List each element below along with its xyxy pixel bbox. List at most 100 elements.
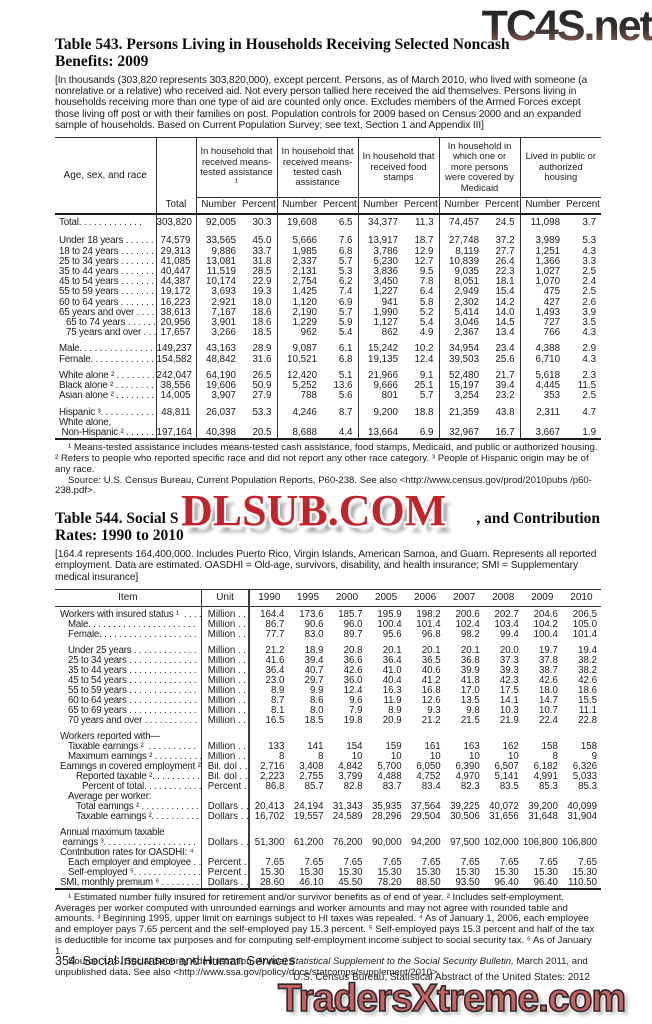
cell: 7.65: [343, 856, 363, 868]
cell: 42.6: [343, 664, 363, 676]
cell: 28.5: [252, 266, 272, 278]
cell: 3.5: [582, 317, 597, 329]
cell: 8.1: [248, 705, 289, 716]
page-content: Table 543. Persons Living in Households …: [55, 36, 602, 979]
cell: 2,131: [276, 266, 323, 278]
table-row: Hispanic ³. . . . . . . . . . . 48,811 26,…: [55, 401, 601, 418]
cell: 34,377: [357, 213, 404, 231]
unit-cell: Million . . .: [200, 639, 250, 656]
row-label: Annual maximum taxable earnings ³. . . .…: [60, 826, 196, 848]
cell: 16.3: [382, 684, 402, 696]
cell: 17.5: [499, 684, 519, 696]
cell: 19.7: [538, 644, 558, 656]
cell: 11.9: [383, 694, 402, 706]
cell: 83.5: [499, 780, 519, 792]
cell: 26,037: [195, 401, 241, 418]
cell: 3,901: [195, 317, 241, 329]
cell: 8.9: [248, 685, 289, 696]
cell: 7.65: [538, 856, 558, 868]
cell: 16.5: [248, 715, 289, 726]
cell: 17,657: [155, 328, 196, 339]
cell: 8.7: [338, 406, 353, 418]
cell: 86.8: [248, 781, 289, 792]
header-row: Age, sex, and race Total In household that…: [55, 137, 602, 215]
cell: 9.1: [419, 369, 434, 381]
table-543: Age, sex, and race Total In household that…: [55, 137, 602, 441]
cell: 8: [552, 750, 558, 762]
cell: 18.6: [252, 306, 272, 318]
cell: [248, 791, 289, 802]
row-label: 45 to 54 years . . . . . . .: [59, 277, 154, 288]
unit-cell: Dollars . . .: [200, 811, 250, 822]
row-label: Asian alone ² . . . . . . . .: [59, 391, 154, 402]
table-row: Average per worker:: [55, 791, 601, 802]
cell: 1,120: [276, 297, 323, 308]
cell: 96.0: [343, 618, 363, 630]
cell: 6.8: [338, 245, 353, 257]
cell: 29.7: [304, 674, 324, 686]
cell: 42.6: [578, 674, 597, 686]
cell: 3,799: [338, 770, 363, 782]
cell: 36.6: [343, 654, 363, 666]
cell: 18.0: [538, 684, 558, 696]
cell: 3.7: [565, 213, 602, 231]
unit-cell: Million . . .: [200, 675, 250, 686]
cell: 83.4: [421, 780, 441, 792]
cell: 2,949: [438, 287, 485, 298]
cell: 14.1: [499, 694, 519, 706]
cell: 5,252: [276, 380, 323, 392]
row-label: Total. . . . . . . . . . . . .: [55, 213, 156, 231]
cell: 37.8: [538, 654, 558, 666]
table-row: 75 years and over . . . 17,657 3,266 18.5 96…: [55, 327, 601, 339]
unit-cell: Million . . .: [200, 715, 250, 726]
column-header: 2010: [561, 589, 601, 607]
cell: 100.4: [377, 618, 402, 630]
cell: 2,754: [276, 277, 323, 288]
cell: 32,967: [438, 417, 485, 440]
cell: 41.0: [382, 664, 402, 676]
cell: 7,167: [195, 307, 241, 319]
cell: 92,005: [195, 213, 241, 231]
cell: 16,223: [155, 297, 196, 308]
column-header: Age, sex, and race: [63, 169, 147, 181]
cell: 39.3: [499, 664, 519, 676]
cell: 61,200: [293, 836, 324, 848]
cell: 3,408: [299, 760, 324, 772]
table-row: White alone ² . . . . . . . . 242,047 64,1…: [55, 364, 601, 382]
cell: 5.7: [338, 306, 353, 318]
cell: 38,613: [155, 307, 196, 319]
cell: 1,251: [519, 246, 566, 257]
column-header: 2007: [444, 589, 484, 607]
row-label: White alone ² . . . . . . . .: [59, 369, 155, 381]
cell: 17.0: [460, 684, 480, 696]
cell: 10.3: [499, 704, 519, 716]
cell: 13.6: [333, 380, 353, 392]
table-row: Male. . . . . . . . . . . . . . . . . . …: [55, 618, 601, 630]
cell: 2.4: [582, 276, 597, 288]
cell: 10,521: [276, 354, 323, 365]
cell: 158: [580, 740, 597, 752]
row-label: Contribution rates for OASDHI: ⁴: [60, 847, 194, 858]
table-row: Male. . . . . . . . . . . . . . . 149,237…: [55, 338, 601, 355]
cell: 15.4: [495, 286, 515, 298]
cell: 21.9: [499, 714, 519, 726]
cell: 10.2: [414, 343, 434, 355]
cell: 40,072: [489, 800, 519, 812]
cell: 19,608: [276, 213, 323, 231]
cell: 197,164: [155, 417, 196, 440]
cell: 31,343: [332, 800, 363, 812]
cell: 22.3: [495, 266, 515, 278]
cell: 4,488: [377, 770, 402, 782]
cell: 5.4: [419, 317, 434, 329]
table544-footnote-text: ¹ Estimated number fully insured for ret…: [55, 891, 595, 957]
cell: 3,836: [357, 266, 404, 278]
row-label: 65 to 69 years . . . . . . . . . . . . .…: [68, 705, 197, 716]
cell: 37,564: [411, 800, 441, 812]
table-544: Item Unit 1990 1995 2000 2005 2006 2007 2008 2009…: [55, 588, 601, 890]
row-label: SMI, monthly premium ⁶ . . . . . . . .: [60, 877, 200, 888]
column-group-header: In household that received food stamps: [357, 137, 440, 199]
table-row: Maximum earnings ² . . . . . . . . . . Mi…: [55, 750, 601, 762]
cell: 21.7: [495, 369, 515, 381]
cell: 4.3: [582, 327, 597, 339]
subheader-row: Number Percent Number Percent Number Percent N…: [55, 197, 601, 215]
